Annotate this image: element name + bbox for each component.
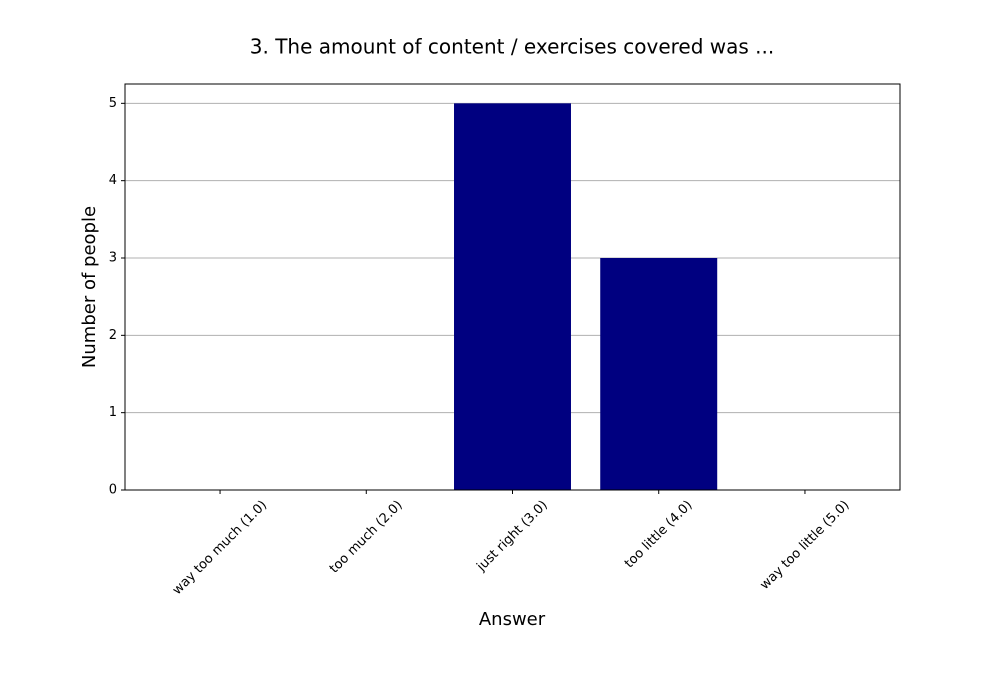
- y-tick-label: 5: [109, 96, 117, 111]
- bar: [454, 103, 571, 490]
- bar: [600, 258, 718, 490]
- y-tick-label: 2: [109, 328, 117, 343]
- x-tick-label: too little (4.0): [622, 498, 696, 572]
- x-axis-label: Answer: [479, 609, 546, 630]
- y-tick-label: 1: [109, 405, 117, 420]
- y-tick-label: 0: [109, 483, 117, 498]
- y-axis-label: Number of people: [79, 206, 100, 368]
- x-tick-label: way too much (1.0): [170, 498, 270, 598]
- chart-title: 3. The amount of content / exercises cov…: [250, 35, 774, 59]
- plot-frame: [124, 83, 901, 491]
- x-tick-label: too much (2.0): [327, 498, 406, 577]
- y-tick-label: 4: [109, 173, 117, 188]
- y-tick-label: 3: [109, 251, 117, 266]
- x-tick-label: just right (3.0): [473, 498, 550, 575]
- x-tick-label: way too little (5.0): [757, 498, 852, 593]
